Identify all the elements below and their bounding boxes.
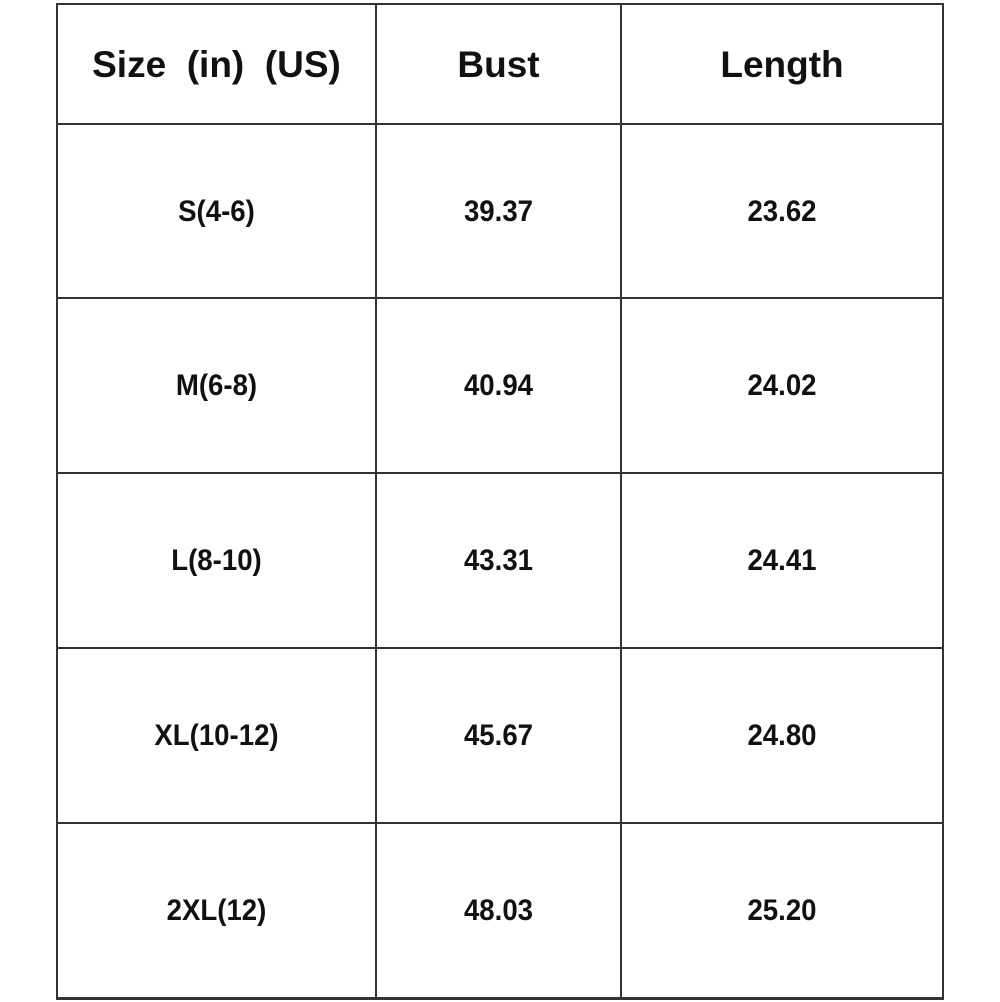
size-cell: M(6-8) [175, 368, 258, 402]
size-cell: L(8-10) [171, 543, 262, 577]
divider [56, 997, 944, 1000]
length-cell: 24.41 [747, 543, 817, 577]
divider [56, 3, 58, 1000]
size-cell: 2XL(12) [166, 893, 267, 927]
divider [375, 3, 377, 1000]
divider [620, 3, 622, 1000]
header-length: Length [720, 43, 844, 85]
size-cell: XL(10-12) [154, 718, 279, 752]
header-size: Size (in) (US) [92, 43, 341, 85]
divider [56, 647, 944, 649]
divider [56, 3, 944, 5]
bust-cell: 45.67 [463, 718, 534, 752]
length-cell: 24.02 [747, 368, 817, 402]
length-cell: 23.62 [747, 194, 817, 228]
bust-cell: 39.37 [463, 194, 534, 228]
divider [56, 472, 944, 474]
divider [56, 297, 944, 299]
length-cell: 25.20 [747, 893, 817, 927]
divider [56, 822, 944, 824]
bust-cell: 48.03 [463, 893, 534, 927]
length-cell: 24.80 [747, 718, 817, 752]
size-cell: S(4-6) [178, 194, 255, 228]
header-bust: Bust [457, 43, 540, 85]
divider [56, 123, 944, 125]
bust-cell: 40.94 [463, 368, 534, 402]
divider [942, 3, 944, 1000]
bust-cell: 43.31 [463, 543, 534, 577]
